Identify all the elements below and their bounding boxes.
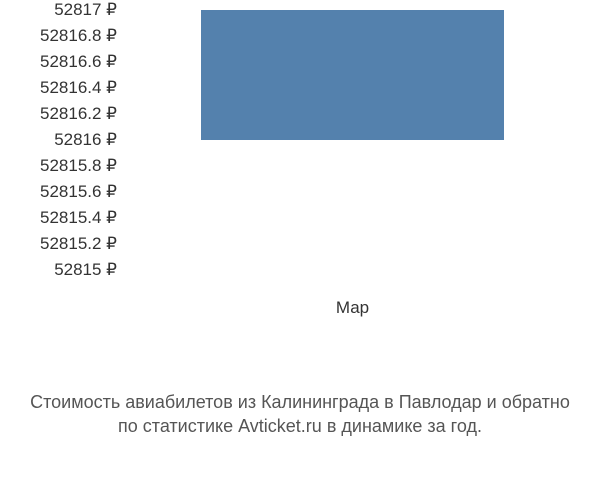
y-axis-tick: 52815.2 ₽ (40, 234, 117, 254)
chart-caption: Стоимость авиабилетов из Калининграда в … (0, 390, 600, 439)
y-axis-tick: 52815.4 ₽ (40, 208, 117, 228)
plot-area (130, 10, 575, 270)
bar (201, 10, 504, 140)
y-axis-tick: 52816.8 ₽ (40, 26, 117, 46)
caption-line-2: по статистике Avticket.ru в динамике за … (0, 414, 600, 438)
y-axis-tick: 52816.2 ₽ (40, 104, 117, 124)
y-axis-tick: 52815 ₽ (54, 260, 117, 280)
caption-line-1: Стоимость авиабилетов из Калининграда в … (0, 390, 600, 414)
x-axis-tick: Мар (336, 298, 369, 318)
price-chart: 52817 ₽52816.8 ₽52816.6 ₽52816.4 ₽52816.… (0, 10, 600, 290)
y-axis-tick: 52816.4 ₽ (40, 78, 117, 98)
y-axis-tick: 52817 ₽ (54, 0, 117, 20)
y-axis-tick: 52816 ₽ (54, 130, 117, 150)
y-axis-tick: 52815.8 ₽ (40, 156, 117, 176)
y-axis: 52817 ₽52816.8 ₽52816.6 ₽52816.4 ₽52816.… (0, 10, 125, 290)
y-axis-tick: 52815.6 ₽ (40, 182, 117, 202)
y-axis-tick: 52816.6 ₽ (40, 52, 117, 72)
